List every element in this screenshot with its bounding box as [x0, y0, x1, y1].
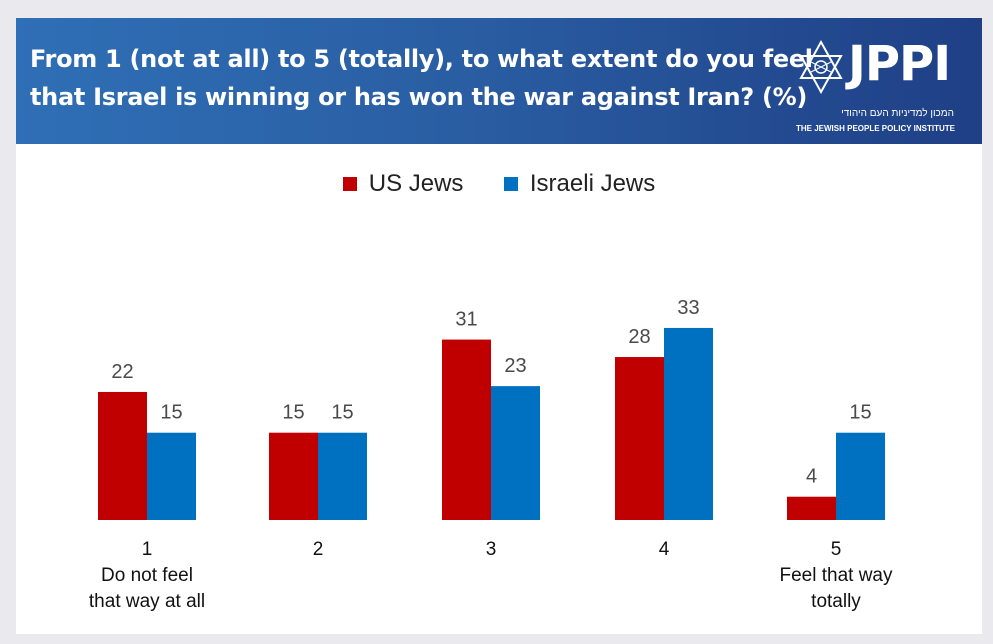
- legend-swatch-israeli-jews: [503, 177, 518, 191]
- x-tick-label-4-line-1: 4: [659, 539, 670, 560]
- legend-label-israeli-jews: Israeli Jews: [529, 170, 656, 197]
- legend-swatch-us-jews: [342, 177, 357, 191]
- bar-israeli-jews-2: [318, 432, 367, 520]
- data-label-israeli-jews-3: 23: [504, 355, 526, 377]
- data-label-us-jews-5: 4: [806, 466, 817, 488]
- legend-label-us-jews: US Jews: [368, 170, 464, 197]
- star-of-david-icon: [799, 39, 843, 95]
- chart-title-line-1: From 1 (not at all) to 5 (totally), to w…: [30, 45, 813, 73]
- data-label-us-jews-4: 28: [628, 326, 650, 348]
- x-tick-label-1-line-3: that way at all: [89, 591, 205, 612]
- bar-us-jews-1: [98, 391, 147, 520]
- x-tick-label-5-line-3: totally: [811, 591, 861, 612]
- chart-title-line-2: that Israel is winning or has won the wa…: [30, 83, 808, 111]
- title-banner: From 1 (not at all) to 5 (totally), to w…: [16, 18, 982, 144]
- legend-item-israeli-jews: Israeli Jews: [503, 170, 656, 198]
- data-label-us-jews-2: 15: [282, 402, 304, 424]
- bar-us-jews-2: [269, 432, 318, 520]
- data-label-israeli-jews-5: 15: [849, 402, 871, 424]
- x-tick-label-5-line-1: 5: [831, 539, 842, 560]
- x-tick-label-2-line-1: 2: [313, 539, 324, 560]
- logo-wordmark: JPPI: [848, 36, 951, 92]
- bar-israeli-jews-3: [491, 386, 540, 520]
- bar-israeli-jews-4: [664, 327, 713, 520]
- bar-israeli-jews-5: [836, 432, 885, 520]
- bar-us-jews-4: [615, 357, 664, 520]
- data-label-us-jews-3: 31: [455, 309, 477, 331]
- jppi-logo: JPPI המכון למדיניות העם היהודי THE JEWIS…: [796, 36, 971, 136]
- bar-us-jews-5: [787, 496, 836, 520]
- data-label-israeli-jews-4: 33: [677, 297, 699, 319]
- bar-israeli-jews-1: [147, 432, 196, 520]
- x-tick-label-1-line-1: 1: [142, 539, 153, 560]
- data-label-us-jews-1: 22: [111, 361, 133, 383]
- legend-item-us-jews: US Jews: [342, 170, 464, 198]
- bar-us-jews-3: [442, 339, 491, 520]
- x-tick-label-1-line-2: Do not feel: [101, 565, 193, 586]
- x-tick-label-5-line-2: Feel that way: [780, 565, 893, 586]
- x-tick-label-3-line-1: 3: [486, 539, 497, 560]
- chart-card: From 1 (not at all) to 5 (totally), to w…: [16, 18, 982, 634]
- logo-english-name: THE JEWISH PEOPLE POLICY INSTITUTE: [796, 124, 955, 133]
- logo-hebrew-name: המכון למדיניות העם היהודי: [841, 108, 954, 119]
- chart-legend: US Jews Israeli Jews: [16, 170, 982, 198]
- chart-title: From 1 (not at all) to 5 (totally), to w…: [30, 40, 813, 116]
- data-label-israeli-jews-1: 15: [160, 402, 182, 424]
- data-label-israeli-jews-2: 15: [331, 402, 353, 424]
